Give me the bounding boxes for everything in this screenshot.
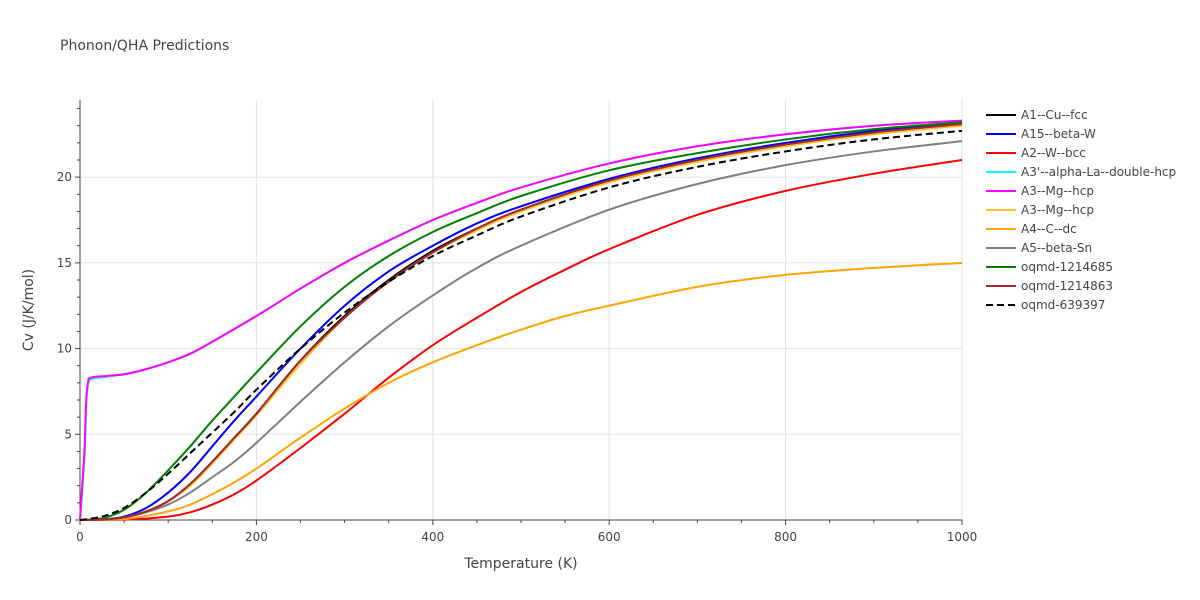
legend: A1--Cu--fcc A15--beta-W A2--W--bcc A3'--alp… — [986, 108, 1176, 312]
series-line-8 — [79, 140, 963, 521]
x-tick-label: 200 — [245, 530, 268, 544]
legend-label: A4--C--dc — [1021, 222, 1077, 236]
x-tick-label: 800 — [774, 530, 797, 544]
series-layer — [79, 119, 963, 521]
series-line-2 — [79, 121, 963, 521]
series-line-4 — [79, 119, 963, 521]
legend-label: A2--W--bcc — [1021, 146, 1086, 160]
legend-label: A3'--alpha-La--double-hcp — [1021, 165, 1176, 179]
x-tick-label: 600 — [598, 530, 621, 544]
chart-title: Phonon/QHA Predictions — [60, 38, 229, 54]
legend-label: A3--Mg--hcp — [1021, 184, 1094, 198]
legend-label: oqmd-639397 — [1021, 298, 1105, 312]
legend-label: oqmd-1214685 — [1021, 260, 1113, 274]
x-tick-label: 1000 — [947, 530, 978, 544]
y-tick-label: 5 — [64, 427, 72, 441]
y-axis-title: Cv (J/K/mol) — [21, 269, 37, 351]
series-line-10 — [79, 123, 963, 521]
legend-label: A5--beta-Sn — [1021, 241, 1092, 255]
x-tick-label: 400 — [421, 530, 444, 544]
series-line-11 — [79, 129, 963, 521]
y-tick-label: 20 — [57, 170, 72, 184]
x-axis-title: Temperature (K) — [463, 556, 577, 572]
y-tick-label: 10 — [57, 342, 72, 356]
legend-label: oqmd-1214863 — [1021, 279, 1113, 293]
axes: 0 200 400 600 800 1000 0 5 10 15 20 — [57, 100, 978, 544]
series-line-5 — [79, 119, 963, 521]
y-tick-label: 15 — [57, 256, 72, 270]
series-line-7 — [79, 261, 963, 521]
series-line-3 — [79, 159, 963, 521]
y-tick-label: 0 — [64, 513, 72, 527]
legend-label: A15--beta-W — [1021, 127, 1096, 141]
x-tick-label: 0 — [76, 530, 84, 544]
legend-label: A3--Mg--hcp — [1021, 203, 1094, 217]
grid — [80, 100, 963, 520]
legend-label: A1--Cu--fcc — [1021, 108, 1088, 122]
